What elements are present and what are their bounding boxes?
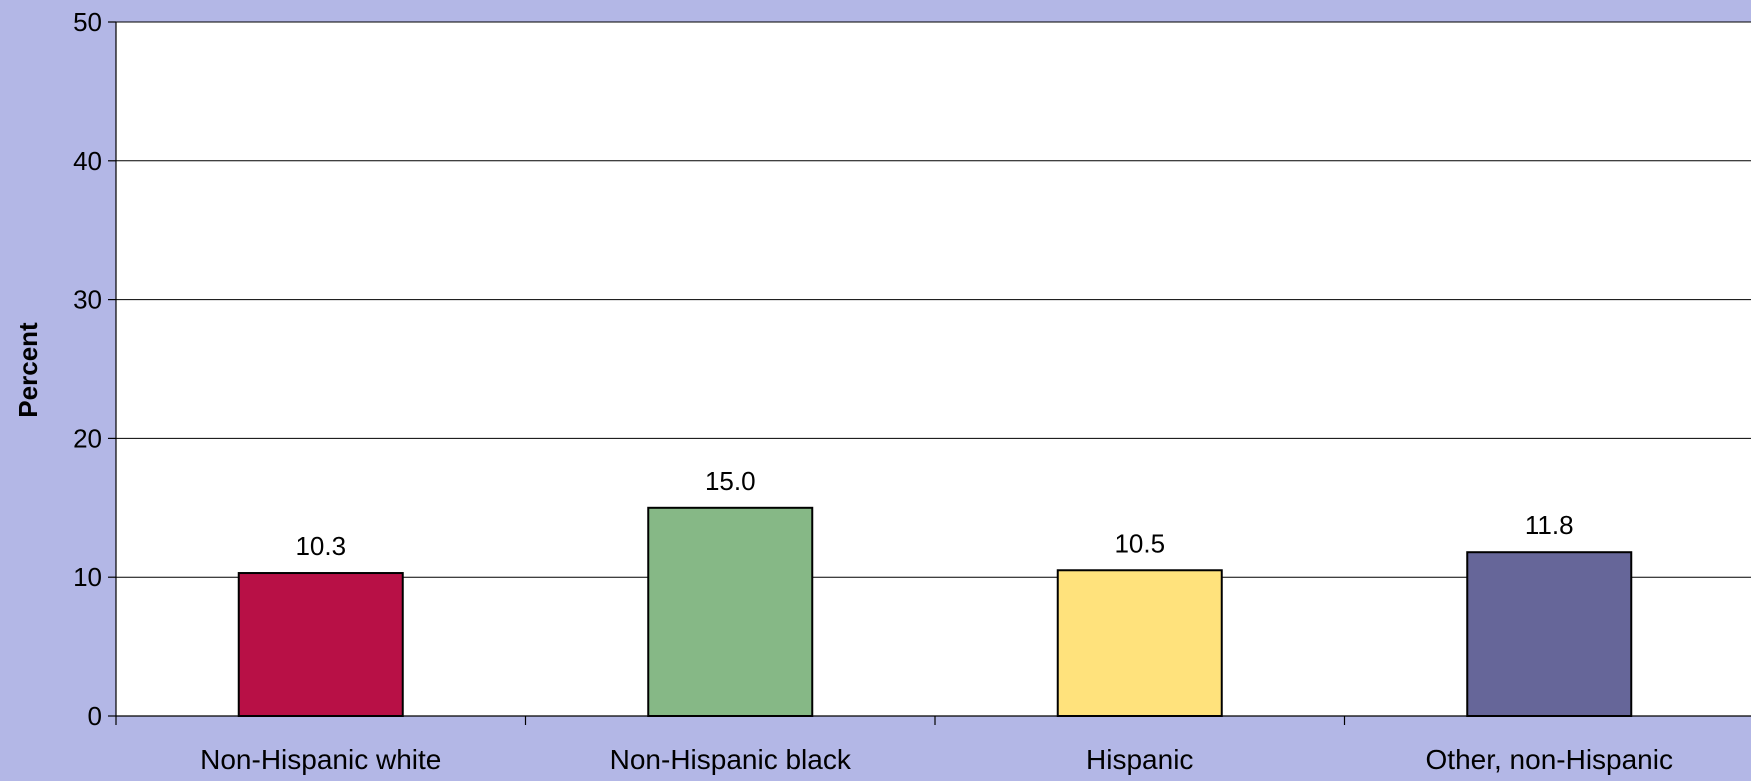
bar [237,572,404,718]
x-tick-label: Non-Hispanic black [610,744,852,775]
x-tick-label: Other, non-Hispanic [1426,744,1673,775]
data-label: 10.3 [295,531,346,561]
x-tick-label: Non-Hispanic white [200,744,441,775]
y-tick-label: 10 [73,562,102,592]
bar [1056,569,1223,718]
bars [237,506,1633,718]
y-tick-label: 30 [73,285,102,315]
data-label: 11.8 [1525,510,1574,540]
data-label: 15.0 [705,466,756,496]
y-tick-label: 40 [73,146,102,176]
chart-title: 2003 [834,0,905,1]
bar [1466,551,1633,717]
y-tick-label: 20 [73,423,102,453]
data-labels: 10.3 15.0 10.5 11.8 [295,466,1573,561]
bar [647,506,814,717]
data-label: 10.5 [1114,528,1165,558]
y-axis-label: Percent [13,322,43,418]
y-tick-label: 50 [73,7,102,37]
axes: 0 10 20 30 40 50 Non-Hispanic white Non-Hispani… [73,7,1751,775]
y-tick-label: 0 [88,701,102,731]
x-tick-label: Hispanic [1086,744,1193,775]
